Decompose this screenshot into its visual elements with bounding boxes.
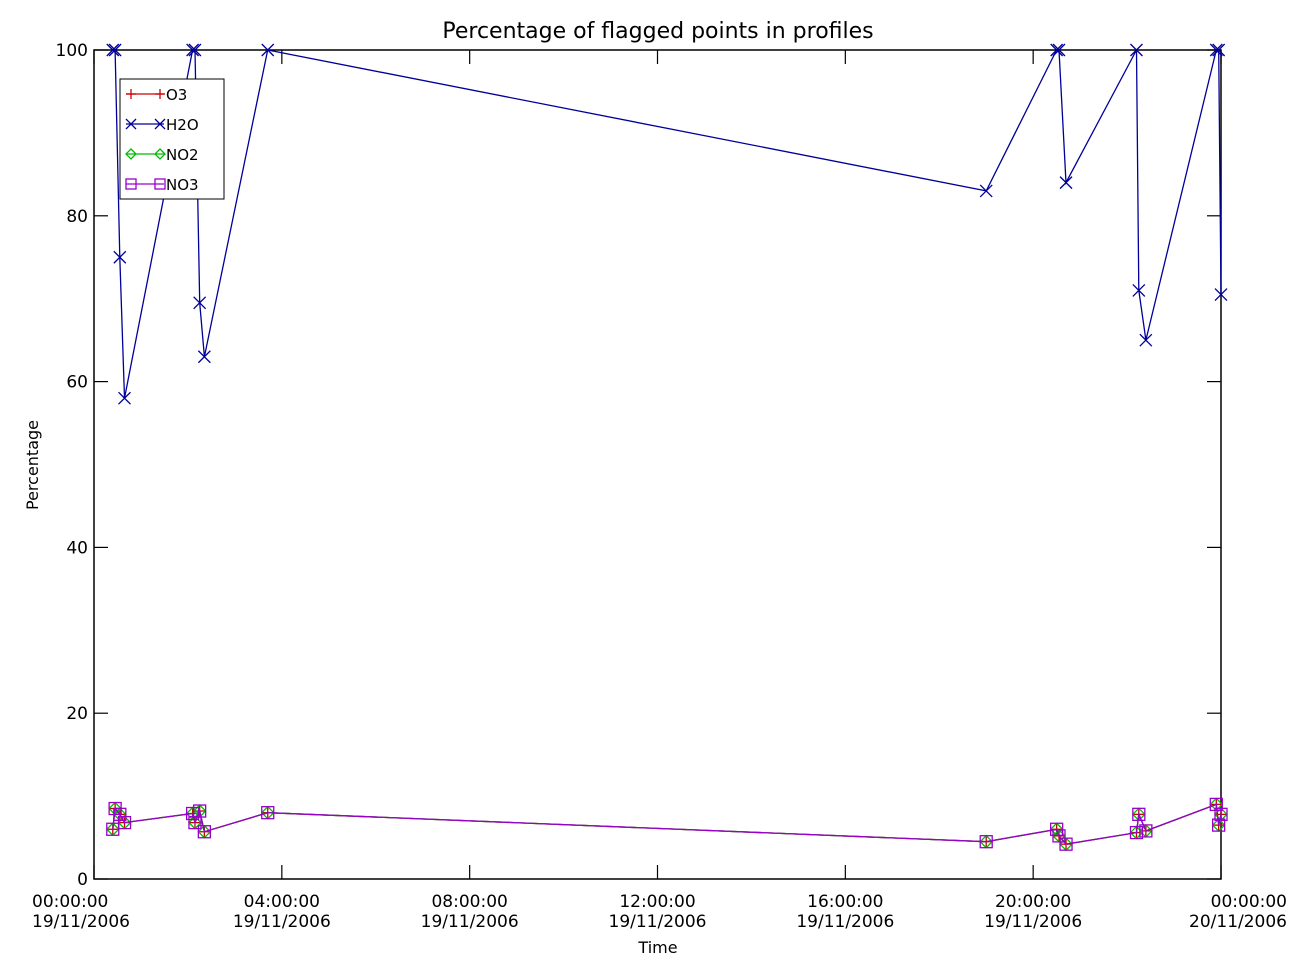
data-point-no3 [113,807,127,821]
legend-label-o3: O3 [166,86,187,104]
data-point-h2o [106,43,120,57]
legend-marker-end [154,148,166,160]
x-tick-time-label: 08:00:00 [431,892,507,912]
data-point-no3 [1059,837,1073,851]
x-tick-date-label: 19/11/2006 [233,912,331,932]
data-point-no3 [117,815,132,830]
series-line-no3 [112,803,1222,845]
data-point-no3 [979,835,993,849]
x-tick-time-label: 16:00:00 [807,892,883,912]
y-tick-label: 100 [56,41,88,61]
x-tick-date-label: 19/11/2006 [421,912,519,932]
data-point-h2o [1209,43,1223,57]
legend-marker-start [125,118,137,130]
data-point-no3 [1212,818,1226,832]
legend-marker-end [155,89,165,99]
y-axis-title: Percentage [23,420,42,510]
legend-entry-h2o: H2O [125,116,199,134]
legend-entry-no2: NO2 [125,146,199,164]
series-group [105,43,1228,852]
x-tick-date-label: 19/11/2006 [609,912,707,932]
data-point-h2o [1059,176,1073,190]
legend-label-no3: NO3 [166,176,199,194]
legend-label-h2o: H2O [166,116,199,134]
data-point-no3 [193,804,207,818]
data-point-h2o [193,296,207,310]
x-tick-date-label: 19/11/2006 [984,912,1082,932]
series-h2o [106,43,1228,405]
legend-marker-end [154,178,166,190]
data-point-no3 [197,825,212,839]
y-tick-label: 60 [66,373,88,393]
series-line-h2o [112,49,1222,399]
legend-entry-no3: NO3 [125,176,199,194]
x-tick-time-label: 04:00:00 [244,892,320,912]
data-point-h2o [118,391,131,405]
data-point-h2o [1139,333,1153,347]
data-point-no3 [1129,825,1144,840]
data-point-h2o [186,43,200,57]
data-point-h2o [188,43,202,57]
data-point-no3 [185,806,200,821]
x-tick-time-label: 00:00:00 [32,892,108,912]
data-point-h2o [1052,43,1066,57]
legend-box [119,78,225,200]
data-point-no3 [261,806,275,820]
legend-label-no2: NO2 [166,146,199,164]
y-tick-label: 20 [66,704,88,724]
legend-marker-start [126,89,136,99]
y-tick-label: 80 [66,207,88,227]
legend-marker-start [125,178,137,190]
data-point-h2o [1132,283,1146,297]
data-point-no3 [1214,807,1228,821]
data-point-no3 [1052,829,1066,843]
x-tick-time-label: 20:00:00 [995,892,1071,912]
y-tick-label: 40 [66,538,88,558]
x-axis-title: Time [637,938,677,957]
data-point-h2o [108,43,122,57]
data-point-h2o [1212,43,1226,57]
data-point-h2o [1130,43,1143,57]
x-tick-date-label: 19/11/2006 [32,912,130,932]
data-point-h2o [261,43,275,57]
legend-marker-end [154,118,166,130]
data-point-h2o [979,184,993,198]
y-tick-label: 0 [77,870,88,890]
data-point-h2o [197,350,211,364]
data-point-no3 [1139,824,1153,838]
data-point-h2o [1050,43,1064,57]
legend-entry-o3: O3 [126,86,187,104]
x-tick-date-label: 20/11/2006 [1189,912,1287,932]
legend: O3 H2O NO2 NO3 [119,78,225,200]
x-tick-time-label: 12:00:00 [619,892,695,912]
x-tick-date-label: 19/11/2006 [796,912,894,932]
data-point-no3 [1209,797,1223,812]
legend-marker-start [125,148,137,160]
series-no3 [106,797,1228,851]
data-point-h2o [113,250,127,264]
chart-title: Percentage of flagged points in profiles [442,19,873,44]
data-point-h2o [1214,288,1228,302]
axis-ticks: 02040608010000:00:0019/11/200604:00:0019… [32,41,1287,932]
data-point-no3 [1132,807,1146,821]
x-tick-time-label: 00:00:00 [1211,892,1287,912]
plot-frame [93,49,1222,880]
